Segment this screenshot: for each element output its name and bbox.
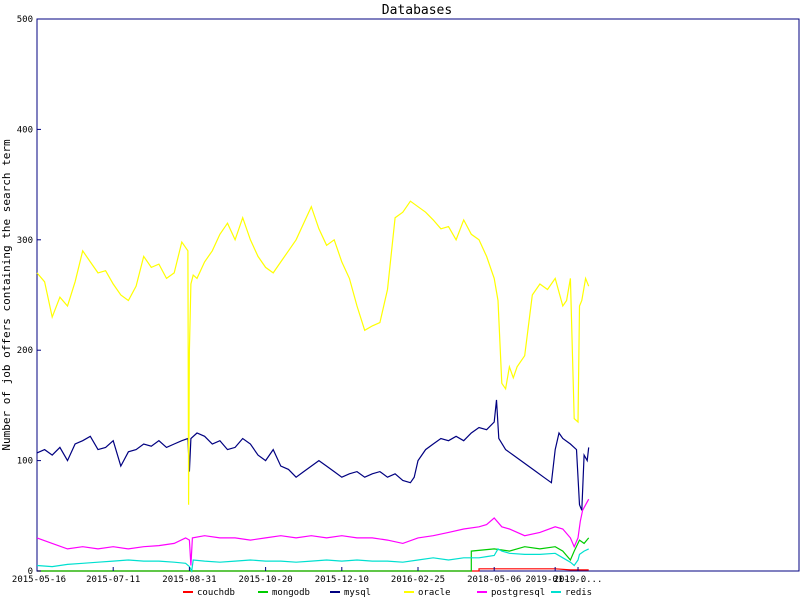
y-tick-label: 300 — [17, 236, 33, 246]
x-tick-label: 2018-05-06 — [467, 575, 521, 585]
plot-frame — [36, 18, 800, 572]
y-axis-ticks: 0 100 200 300 400 500 — [17, 15, 41, 577]
x-tick-label: 2015-07-11 — [86, 575, 140, 585]
series-line-mongodb — [37, 537, 590, 572]
x-tick-label: 2019-01-... — [525, 575, 585, 585]
x-tick-label: 2015-10-20 — [239, 575, 293, 585]
y-tick-label: 100 — [17, 457, 33, 467]
legend-label-couchdb: couchdb — [197, 588, 235, 598]
legend-label-redis: redis — [565, 588, 592, 598]
legend-label-mysql: mysql — [344, 588, 371, 598]
series-line-postgresql — [36, 498, 590, 566]
series-line-redis — [36, 548, 589, 573]
series-layer — [36, 200, 590, 573]
legend-label-mongodb: mongodb — [272, 588, 310, 598]
x-tick-label: 2015-05-16 — [12, 575, 66, 585]
legend-label-postgresql: postgresql — [491, 588, 545, 598]
series-line-mysql — [36, 399, 590, 511]
x-tick-label: 2015-12-10 — [315, 575, 369, 585]
y-tick-label: 200 — [17, 346, 33, 356]
y-tick-label: 0 — [28, 567, 33, 577]
y-tick-label: 500 — [17, 15, 33, 25]
x-axis-ticks: 2015-05-16 2015-07-11 2015-08-31 2015-10-20… — [12, 567, 603, 585]
series-line-oracle — [36, 200, 590, 505]
x-tick-label: 2019-0... — [554, 575, 603, 585]
legend-label-oracle: oracle — [418, 588, 451, 598]
x-tick-label: 2016-02-25 — [391, 575, 445, 585]
chart-title: Databases — [382, 3, 452, 18]
x-tick-label: 2015-08-31 — [162, 575, 216, 585]
y-axis-label: Number of job offers containing the sear… — [0, 139, 13, 451]
legend: couchdb mongodb mysql oracle postgresql redis — [183, 588, 592, 598]
y-tick-label: 400 — [17, 125, 33, 135]
